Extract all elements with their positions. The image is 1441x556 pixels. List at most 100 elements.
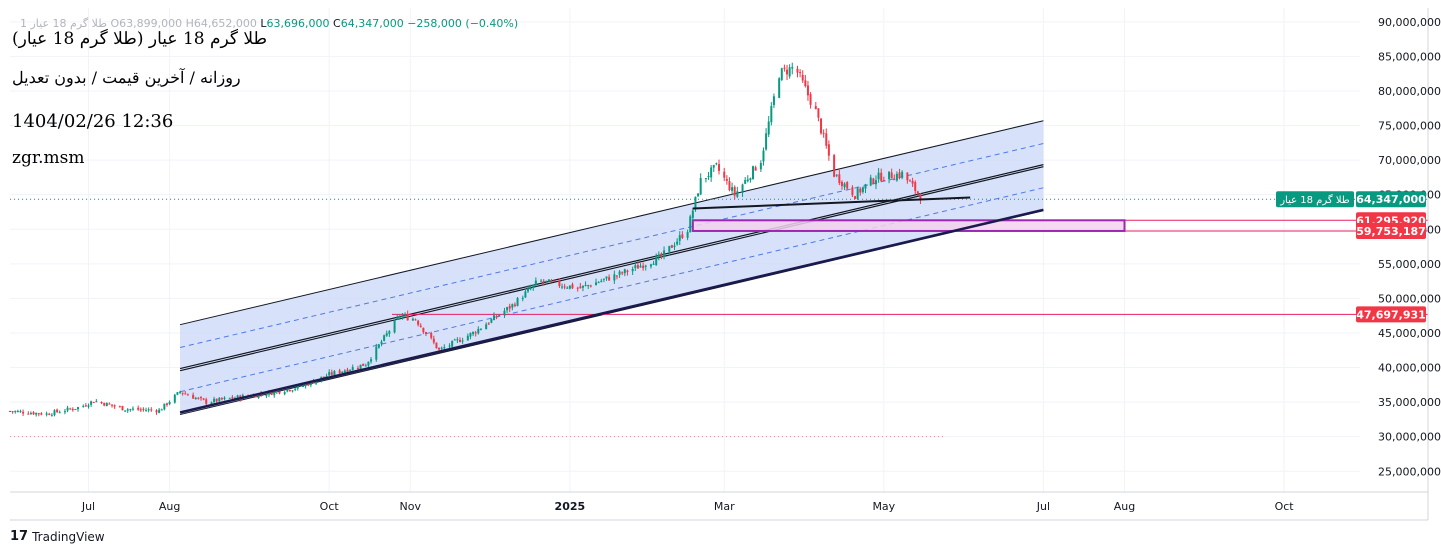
candle-body bbox=[58, 412, 61, 414]
regression-channel[interactable] bbox=[179, 120, 1044, 416]
candle-body bbox=[155, 410, 158, 413]
candle-body bbox=[749, 178, 752, 180]
y-tick-label: 45,000,000 bbox=[1378, 327, 1441, 340]
candle-body bbox=[843, 183, 846, 188]
candle-body bbox=[48, 413, 51, 415]
y-tick-label: 80,000,000 bbox=[1378, 85, 1441, 98]
candle-body bbox=[126, 409, 129, 411]
candle-body bbox=[759, 163, 762, 170]
candle-body bbox=[84, 405, 87, 407]
candle-body bbox=[105, 402, 108, 407]
candle-body bbox=[53, 410, 56, 416]
candle-body bbox=[103, 403, 106, 406]
candle-body bbox=[621, 272, 624, 274]
candle-body bbox=[66, 407, 69, 411]
neckline bbox=[692, 196, 971, 210]
candle-body bbox=[124, 410, 127, 412]
candle-body bbox=[511, 304, 514, 308]
x-tick-label: Jul bbox=[1036, 500, 1050, 513]
candle-body bbox=[715, 163, 718, 165]
candle-body bbox=[618, 271, 621, 275]
candle-body bbox=[639, 265, 642, 268]
y-tick-label: 40,000,000 bbox=[1378, 362, 1441, 375]
candle-body bbox=[29, 413, 32, 415]
candle-body bbox=[63, 411, 66, 413]
candle-body bbox=[330, 372, 333, 375]
candle-body bbox=[268, 391, 271, 395]
high-value: 64,652,000 bbox=[193, 17, 257, 30]
candle-body bbox=[542, 280, 545, 283]
candle-body bbox=[741, 184, 744, 193]
candle-body bbox=[74, 409, 77, 411]
candle-body bbox=[581, 285, 584, 288]
candle-body bbox=[615, 275, 618, 277]
candle-body bbox=[605, 276, 608, 279]
candle-body bbox=[398, 316, 401, 318]
y-tick-label: 55,000,000 bbox=[1378, 258, 1441, 271]
candle-body bbox=[553, 280, 556, 282]
candle-body bbox=[56, 409, 59, 413]
candle-body bbox=[644, 265, 647, 267]
candle-body bbox=[576, 287, 579, 289]
trend-lines[interactable] bbox=[179, 196, 1044, 414]
candle-body bbox=[780, 68, 783, 80]
chart-title: طلا گرم 18 عیار (طلا گرم 18 عیار) bbox=[12, 29, 268, 49]
y-tick-label: 90,000,000 bbox=[1378, 16, 1441, 29]
price-levels[interactable] bbox=[10, 198, 1428, 438]
y-tick-label: 85,000,000 bbox=[1378, 50, 1441, 63]
current-price-label: 64,347,000 bbox=[1356, 193, 1426, 206]
tradingview-logo[interactable]: 17 TradingView bbox=[10, 529, 105, 544]
candle-body bbox=[380, 341, 383, 344]
candle-body bbox=[694, 196, 697, 210]
candle-body bbox=[173, 394, 176, 403]
candle-body bbox=[487, 323, 490, 325]
candle-body bbox=[778, 78, 781, 98]
candle-body bbox=[458, 339, 461, 342]
candle-body bbox=[456, 339, 459, 341]
candle-body bbox=[393, 320, 396, 333]
candle-body bbox=[762, 150, 765, 162]
candle-body bbox=[375, 346, 378, 360]
candle-body bbox=[652, 263, 655, 265]
candle-body bbox=[534, 280, 537, 285]
candle-body bbox=[718, 164, 720, 171]
candle-body bbox=[396, 317, 399, 320]
candle-body bbox=[432, 338, 435, 343]
candle-body bbox=[346, 369, 349, 372]
candle-body bbox=[186, 394, 189, 396]
candle-body bbox=[349, 369, 352, 371]
price-level-label-bg bbox=[1356, 306, 1426, 323]
candle-body bbox=[14, 411, 17, 413]
open-value: 63,899,000 bbox=[119, 17, 183, 30]
candle-body bbox=[307, 384, 310, 386]
candle-body bbox=[165, 403, 168, 405]
candle-body bbox=[806, 85, 809, 96]
channel-upper-line bbox=[179, 120, 1044, 326]
candle-body bbox=[846, 182, 849, 189]
candle-body bbox=[451, 340, 454, 347]
channel-fill bbox=[180, 120, 1044, 415]
candle-body bbox=[893, 179, 896, 181]
candle-body bbox=[678, 235, 681, 241]
candle-body bbox=[835, 174, 838, 176]
y-tick-label: 70,000,000 bbox=[1378, 154, 1441, 167]
candle-body bbox=[291, 390, 294, 392]
candle-body bbox=[40, 413, 43, 415]
candle-body bbox=[424, 332, 427, 334]
candle-body bbox=[270, 391, 273, 395]
candle-body bbox=[595, 282, 598, 286]
channel-center-line bbox=[179, 166, 1044, 372]
candle-body bbox=[589, 285, 592, 287]
candle-body bbox=[220, 397, 223, 400]
candle-body bbox=[752, 166, 755, 180]
candle-body bbox=[275, 391, 278, 393]
candle-body bbox=[799, 72, 802, 74]
candle-body bbox=[453, 339, 456, 341]
candle-body bbox=[472, 331, 475, 335]
candle-body bbox=[854, 196, 857, 199]
candlesticks[interactable] bbox=[9, 62, 922, 417]
candle-body bbox=[791, 67, 794, 69]
candle-body bbox=[90, 401, 93, 405]
candle-body bbox=[840, 181, 843, 186]
